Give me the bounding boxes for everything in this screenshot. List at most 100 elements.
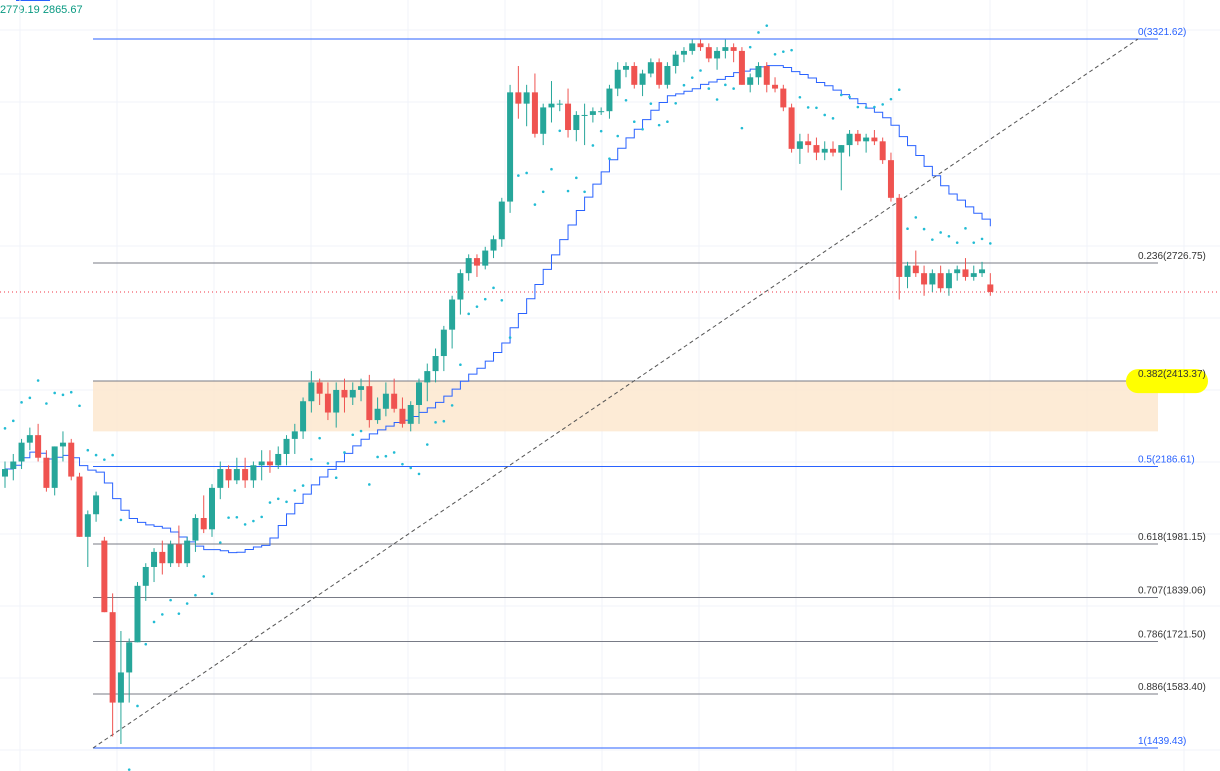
candle — [937, 265, 944, 292]
candle-body — [358, 386, 365, 390]
sar-dot — [599, 129, 603, 133]
candle — [324, 382, 331, 421]
sar-dot — [765, 24, 769, 27]
sar-dot — [707, 87, 711, 90]
candle — [821, 141, 828, 161]
candle-body — [440, 329, 447, 357]
sar-dot — [616, 134, 620, 138]
candle — [283, 435, 290, 466]
sar-dot — [699, 69, 702, 72]
candle-body — [962, 269, 969, 277]
sar-dot — [185, 602, 189, 605]
candle — [391, 378, 398, 413]
sar-dot — [144, 642, 148, 646]
candle — [498, 197, 505, 247]
candle-body — [722, 47, 729, 51]
sar-dot — [417, 472, 421, 476]
candle — [805, 133, 812, 153]
candle-body — [184, 540, 191, 564]
candle-body — [755, 65, 762, 78]
sar-dot — [260, 515, 263, 519]
candle-body — [324, 393, 331, 413]
candle-body — [465, 258, 472, 274]
candle-body — [308, 382, 315, 402]
candle — [358, 378, 365, 402]
sar-dot — [450, 404, 454, 407]
fib-label-0.786: 0.786(1721.50) — [1138, 630, 1206, 641]
candle-body — [772, 84, 779, 89]
sar-dot — [86, 448, 90, 452]
candle — [730, 43, 737, 63]
fib-retracement[interactable] — [0, 38, 1220, 749]
fib-label-0.236: 0.236(2726.75) — [1138, 251, 1206, 262]
sar-dot — [550, 167, 553, 171]
sar-dot — [591, 144, 595, 147]
sar-dot — [53, 391, 56, 395]
sar-dot — [276, 497, 280, 501]
candle-body — [838, 145, 845, 153]
candle-body — [830, 148, 836, 153]
sar-dot — [823, 113, 827, 117]
sar-dot — [740, 126, 744, 130]
candle-body — [457, 273, 464, 300]
trend-line-diagonal[interactable] — [92, 38, 1139, 749]
candle-body — [250, 465, 257, 481]
fib-label-0.382: 0.382(2413.37) — [1138, 369, 1206, 380]
sar-dot — [359, 429, 363, 433]
candle — [465, 254, 472, 281]
candle-body — [680, 50, 687, 55]
candle-body — [598, 111, 605, 113]
candle — [151, 548, 158, 583]
candle — [838, 145, 845, 191]
sar-dot — [210, 592, 214, 596]
candle — [846, 130, 853, 157]
candle-body — [374, 408, 381, 421]
fib-labels: 0(3321.62) 0.236(2726.75) 0.382(2413.37) 0.… — [1126, 27, 1208, 747]
candle — [68, 438, 75, 481]
candle-body — [730, 47, 737, 51]
candle — [606, 84, 613, 119]
sar-dot — [782, 50, 785, 53]
candle-body — [689, 43, 696, 51]
sar-dot — [666, 120, 669, 124]
candle-body — [101, 540, 108, 613]
candle — [300, 397, 307, 439]
candle — [523, 84, 530, 127]
candle — [76, 472, 83, 537]
candle — [772, 77, 779, 93]
sar-dot — [111, 453, 114, 457]
candle — [134, 582, 141, 643]
candle — [440, 325, 447, 372]
fib-label-0.886: 0.886(1583.40) — [1138, 682, 1206, 693]
candle-body — [59, 442, 66, 447]
candle-body — [258, 461, 265, 466]
trend-line[interactable] — [92, 38, 1139, 749]
candle-body — [300, 401, 307, 432]
candle-body — [970, 273, 977, 277]
fib-label-0: 0(3321.62) — [1138, 27, 1186, 38]
candle-body — [76, 476, 83, 537]
candle — [35, 423, 42, 462]
candle — [689, 39, 696, 55]
sar-dot — [243, 523, 247, 526]
sar-dot — [558, 129, 562, 133]
candle-body — [589, 111, 596, 115]
sar-dot — [227, 516, 230, 519]
sar-dot — [467, 312, 470, 316]
candle-body — [854, 133, 861, 142]
candle — [490, 235, 497, 259]
fib-zone — [93, 381, 1158, 432]
candle — [813, 137, 820, 161]
candle — [970, 265, 977, 281]
sar-dot — [674, 101, 677, 105]
sar-dot — [318, 436, 321, 440]
sar-dot — [757, 31, 760, 34]
sar-dot — [533, 203, 537, 206]
candle-body — [473, 258, 480, 266]
candle — [482, 246, 489, 270]
candle-body — [979, 269, 986, 274]
candle — [788, 103, 795, 153]
candle — [18, 438, 25, 470]
candle — [639, 69, 646, 97]
